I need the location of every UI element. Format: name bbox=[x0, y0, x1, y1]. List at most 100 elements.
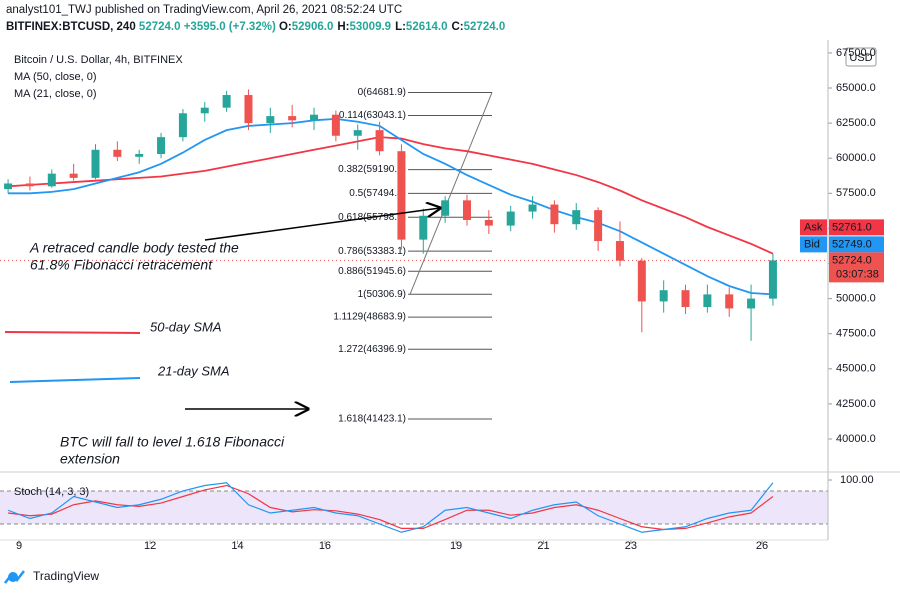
x-tick-label: 26 bbox=[756, 540, 768, 552]
ohlc-value: 52614.0 bbox=[405, 21, 448, 33]
annotation: BTC will fall to level 1.618 Fibonacci bbox=[60, 434, 285, 450]
candle-body bbox=[353, 130, 362, 136]
y-tick-label: 42500.0 bbox=[836, 398, 876, 410]
y-tick-label: 100.00 bbox=[840, 474, 874, 486]
ma-line bbox=[8, 136, 774, 255]
plot-layer: 0(64681.9) 0.114(63043.1) 0.382(59190.6) 0.… bbox=[0, 52, 832, 544]
candle-body bbox=[200, 107, 209, 114]
quote-label: Ask bbox=[804, 221, 823, 233]
candle-body bbox=[397, 151, 406, 240]
legend-ma50: MA (50, close, 0) bbox=[14, 71, 97, 83]
candle-body bbox=[310, 114, 319, 121]
y-tick-label: 50000.0 bbox=[836, 293, 876, 305]
ohlc-label: C: bbox=[451, 21, 464, 33]
ohlc-value: 52724.0 bbox=[463, 21, 506, 33]
chart-title: Bitcoin / U.S. Dollar, 4h, BITFINEX bbox=[14, 54, 183, 66]
candle-body bbox=[135, 154, 144, 157]
candle-body bbox=[725, 294, 734, 309]
candle-body bbox=[637, 260, 646, 302]
ohlc: O:52906.0 H:53009.9 L:52614.0 C:52724.0 bbox=[279, 21, 509, 33]
candle-body bbox=[91, 149, 100, 178]
candle-body bbox=[266, 116, 275, 124]
quote-tag bbox=[800, 236, 827, 253]
stoch-line bbox=[7, 482, 774, 533]
x-tick-label: 9 bbox=[16, 540, 22, 552]
y-tick-label: 60000.0 bbox=[836, 152, 876, 164]
annotation: 50-day SMA bbox=[150, 319, 222, 334]
currency: USD bbox=[849, 52, 872, 64]
ohlc-label: H: bbox=[337, 21, 350, 33]
candle-body bbox=[419, 215, 428, 240]
quote-value: 52724.0 bbox=[832, 254, 872, 266]
y-tick-label: 45000.0 bbox=[836, 363, 876, 375]
stoch-label: Stoch (14, 3, 3) bbox=[14, 486, 89, 498]
stoch-line bbox=[8, 484, 774, 531]
x-tick-label: 23 bbox=[625, 540, 637, 552]
author-line: analyst101_TWJ published on TradingView.… bbox=[6, 4, 403, 16]
candle-body bbox=[178, 113, 187, 138]
candle-body bbox=[244, 95, 253, 124]
ohlc-value: 52906.0 bbox=[291, 21, 334, 33]
ohlc-label: L: bbox=[395, 21, 406, 33]
candle-body bbox=[484, 219, 493, 226]
annotation: extension bbox=[60, 451, 120, 467]
fib-label: 0.886(51945.6) bbox=[338, 266, 406, 277]
sma50-sample bbox=[4, 331, 141, 334]
candle-body bbox=[375, 130, 384, 152]
fib-trend bbox=[409, 92, 493, 295]
arrow bbox=[204, 208, 440, 241]
ohlc-value: 53009.9 bbox=[349, 21, 392, 33]
candle-body bbox=[113, 149, 122, 157]
quote-value: 52749.0 bbox=[832, 238, 872, 250]
annotation: 21-day SMA bbox=[157, 363, 230, 378]
candle-body bbox=[69, 173, 78, 178]
candle-body bbox=[615, 241, 624, 261]
candle-body bbox=[594, 210, 603, 242]
candle-body bbox=[659, 290, 668, 302]
candle-body bbox=[768, 260, 777, 299]
x-tick-label: 14 bbox=[231, 540, 243, 552]
x-tick-label: 12 bbox=[144, 540, 156, 552]
y-tick-label: 47500.0 bbox=[836, 328, 876, 340]
y-tick-label: 62500.0 bbox=[836, 117, 876, 129]
candle-body bbox=[550, 204, 559, 225]
legend-ma21: MA (21, close, 0) bbox=[14, 88, 97, 100]
fib-label: 0.382(59190.6) bbox=[338, 164, 406, 175]
quote-value: 52761.0 bbox=[832, 221, 872, 233]
quote-tag bbox=[829, 236, 884, 253]
brand: TradingView bbox=[33, 569, 99, 583]
symbol-line: BITFINEX:BTCUSD, 240 52724.0 +3595.0 (+7… bbox=[6, 21, 509, 33]
x-tick-label: 21 bbox=[537, 540, 549, 552]
fib-label: 0.5(57494.4) bbox=[349, 188, 406, 199]
candle-body bbox=[222, 95, 231, 108]
fib-label: 1.1129(48683.9) bbox=[333, 312, 406, 323]
annotation: 61.8% Fibonacci retracement bbox=[30, 257, 213, 273]
candle-body bbox=[288, 116, 297, 121]
ma-line bbox=[8, 117, 773, 296]
logo bbox=[4, 570, 25, 584]
quote-tag bbox=[829, 252, 884, 283]
sma21-sample bbox=[9, 377, 141, 383]
candle-body bbox=[441, 200, 450, 216]
stoch-band bbox=[0, 491, 828, 524]
candle-body bbox=[528, 204, 537, 212]
fib-label: 1.618(41423.1) bbox=[338, 414, 406, 425]
countdown: 03:07:38 bbox=[836, 268, 879, 280]
quote-tag bbox=[829, 219, 884, 236]
candle-body bbox=[506, 211, 515, 226]
candle-body bbox=[681, 290, 690, 308]
y-tick-label: 57500.0 bbox=[836, 187, 876, 199]
candle-body bbox=[4, 183, 13, 190]
x-tick-label: 19 bbox=[450, 540, 462, 552]
candle-body bbox=[462, 200, 471, 220]
ohlc-label: O: bbox=[278, 21, 292, 33]
fib-label: 0.114(63043.1) bbox=[339, 110, 406, 121]
symbol: BITFINEX:BTCUSD, 240 bbox=[6, 21, 136, 33]
last: 52724.0 bbox=[138, 21, 181, 33]
candle-body bbox=[25, 183, 34, 187]
currency-box[interactable] bbox=[845, 47, 877, 67]
candle-body bbox=[47, 173, 56, 187]
quote-label: Bid bbox=[804, 238, 820, 250]
annotation: A retraced candle body tested the bbox=[29, 240, 239, 256]
